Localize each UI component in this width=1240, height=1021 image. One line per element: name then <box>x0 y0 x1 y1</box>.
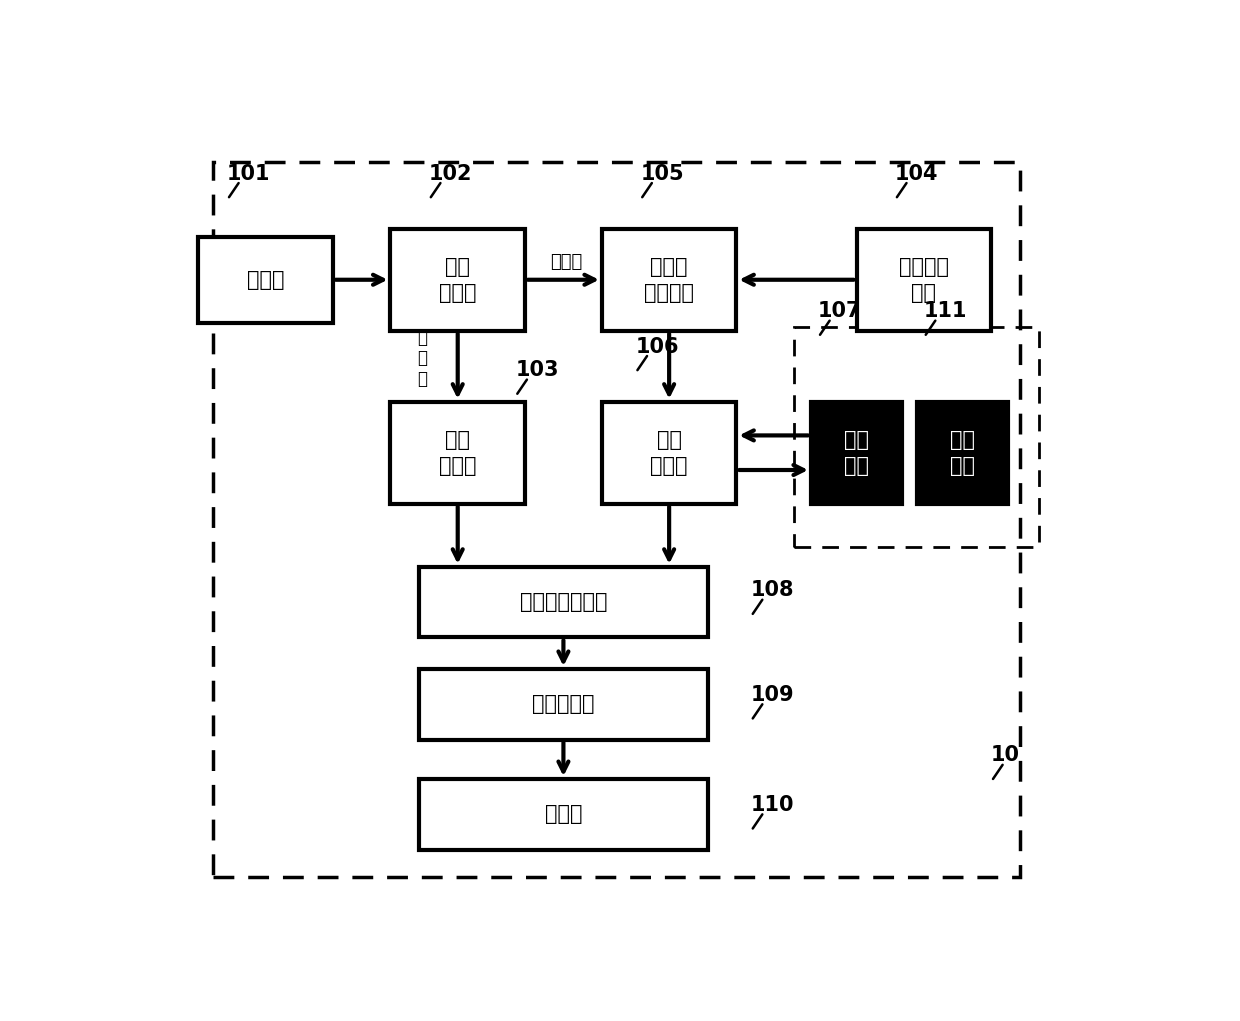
Text: 第一
分束器: 第一 分束器 <box>439 256 476 303</box>
FancyBboxPatch shape <box>601 401 737 503</box>
Text: 110: 110 <box>751 795 795 815</box>
Text: 105: 105 <box>640 163 684 184</box>
Text: 102: 102 <box>429 163 472 184</box>
Text: 泵浦光: 泵浦光 <box>551 253 583 272</box>
Text: 10: 10 <box>991 745 1021 766</box>
FancyBboxPatch shape <box>419 779 708 849</box>
FancyBboxPatch shape <box>857 229 991 331</box>
FancyBboxPatch shape <box>601 229 737 331</box>
FancyBboxPatch shape <box>391 229 525 331</box>
Text: 108: 108 <box>751 580 795 600</box>
Text: 锁相放大器: 锁相放大器 <box>532 694 595 715</box>
FancyBboxPatch shape <box>916 401 1008 503</box>
Text: 光电导
发射天线: 光电导 发射天线 <box>644 256 694 303</box>
FancyBboxPatch shape <box>419 567 708 637</box>
Text: 热障
涂层: 热障 涂层 <box>844 430 869 476</box>
FancyBboxPatch shape <box>811 401 903 503</box>
Text: 位移
装置: 位移 装置 <box>950 430 975 476</box>
FancyBboxPatch shape <box>198 237 332 323</box>
Text: 光学
延迟部: 光学 延迟部 <box>439 430 476 476</box>
Text: 计算机: 计算机 <box>544 805 582 824</box>
Text: 直流偏置
装置: 直流偏置 装置 <box>899 256 949 303</box>
Text: 101: 101 <box>227 163 270 184</box>
Text: 111: 111 <box>924 301 967 322</box>
Text: 109: 109 <box>751 685 795 704</box>
Text: 激光器: 激光器 <box>247 270 284 290</box>
Text: 光
束
路: 光 束 路 <box>417 329 427 388</box>
FancyBboxPatch shape <box>391 401 525 503</box>
Text: 光电导探测天线: 光电导探测天线 <box>520 592 608 612</box>
Text: 107: 107 <box>818 301 862 322</box>
Text: 103: 103 <box>516 360 559 380</box>
Text: 第二
分束器: 第二 分束器 <box>651 430 688 476</box>
Text: 106: 106 <box>635 337 680 356</box>
Text: 104: 104 <box>895 163 939 184</box>
FancyBboxPatch shape <box>419 669 708 739</box>
